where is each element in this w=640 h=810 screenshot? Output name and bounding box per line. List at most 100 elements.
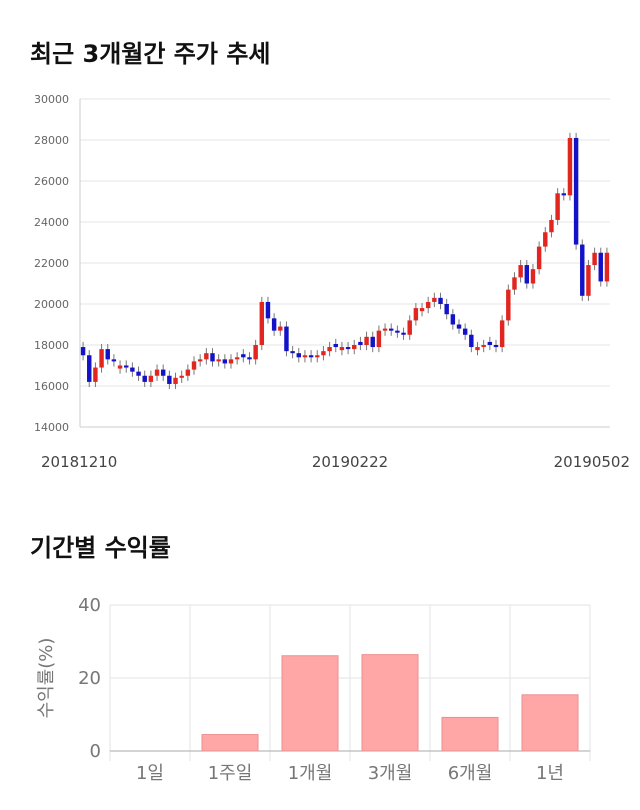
candle-body [253,345,258,360]
candle-body [413,308,419,321]
y-tick-label: 22000 [34,257,69,270]
candle-body [296,353,301,358]
return-bar [361,654,419,752]
candle-body [327,347,332,352]
candle-body [265,301,271,319]
candle-body [475,347,480,351]
returns-chart-title: 기간별 수익률 [30,534,171,562]
candle-body [604,252,610,282]
y-tick-label: 26000 [34,175,69,188]
candle-body [197,359,203,362]
y-tick-label: 14000 [34,421,69,434]
candle-body [376,330,382,348]
candle-body [259,301,265,345]
candle-body [87,355,92,382]
x-tick-label: 20190502 [554,453,630,471]
candle-body [506,289,511,321]
candle-body [530,269,536,284]
y-tick-label: 16000 [34,380,69,393]
x-tick-label: 1개월 [288,763,333,784]
x-tick-label: 1일 [136,763,164,784]
candle-body [148,375,154,382]
candle-body [241,354,246,358]
candle-body [136,371,141,376]
candle-body [345,347,351,350]
candle-body [315,355,320,358]
x-tick-label: 3개월 [368,763,413,784]
candle-body [160,369,166,376]
y-tick-label: 0 [90,741,101,762]
y-tick-label: 30000 [34,93,69,106]
candle-body [111,359,117,362]
candle-body [358,341,363,345]
candle-body [210,353,215,362]
candle-body [364,336,369,345]
x-tick-label: 1주일 [208,763,253,784]
candle-body [321,351,326,356]
x-tick-label: 20190222 [312,453,388,471]
candle-body [216,359,221,362]
y-tick-label: 24000 [34,216,69,229]
candle-body [543,232,548,247]
return-bar [521,694,579,752]
return-bar [441,716,499,752]
candle-body [228,359,234,364]
candle-body [450,314,456,325]
candle-body [487,341,493,345]
candle-body [117,365,123,369]
candle-body [481,345,486,348]
candle-body [142,375,147,382]
candle-body [130,367,135,372]
price-chart-title: 최근 3개월간 주가 추세 [30,40,271,68]
y-tick-label: 20000 [34,298,69,311]
candle-body [93,367,98,382]
candle-body [191,361,197,370]
candle-body [382,328,388,331]
candle-body [352,345,357,350]
candle-body [555,193,560,220]
candle-body [284,326,289,352]
candle-body [586,265,591,296]
return-bar [281,655,339,752]
candle-body [204,353,209,360]
return-bar [201,734,259,752]
x-tick-label: 20181210 [41,453,117,471]
candle-body [308,355,314,358]
candle-body [302,355,308,358]
candle-body [598,252,603,282]
candle-body [419,308,425,312]
y-tick-label: 40 [78,595,101,616]
candle-body [456,324,462,329]
candle-body [580,244,585,296]
candle-body [222,359,228,364]
candle-body [499,320,505,348]
candle-body [173,377,178,384]
candle-body [493,345,499,348]
candle-body [549,219,554,233]
candle-body [524,265,530,284]
candle-body [124,365,129,368]
candle-body [278,326,283,331]
candle-body [185,369,191,376]
candle-body [425,301,431,309]
candle-body [389,328,394,331]
candle-body [271,318,277,331]
candle-body [333,343,338,348]
price-candlestick-chart: 14000 16000 18000 20000 22000 24000 26000 28000… [34,93,630,471]
candle-body [105,349,110,360]
candle-body [592,252,597,266]
candle-body [339,347,345,351]
candle-body [401,332,406,335]
candle-body [432,297,437,302]
x-tick-label: 6개월 [448,763,493,784]
candle-body [512,277,517,290]
candle-body [154,369,160,376]
y-tick-label: 20 [78,668,101,689]
candle-body [438,297,443,304]
candle-body [179,375,184,378]
candle-body [444,304,449,315]
candle-body [407,320,412,335]
candle-body [234,357,240,360]
y-tick-label: 18000 [34,339,69,352]
